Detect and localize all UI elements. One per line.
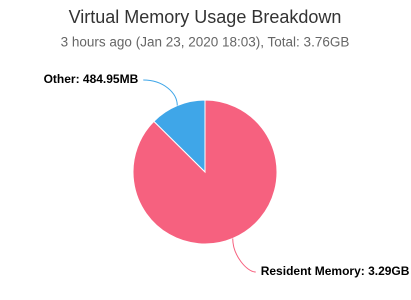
- pie-slice: [132, 99, 278, 245]
- connector: [143, 79, 178, 106]
- chart-subtitle: 3 hours ago (Jan 23, 2020 18:03), Total:…: [61, 35, 350, 50]
- chart-title: Virtual Memory Usage Breakdown: [69, 7, 342, 27]
- connector: [232, 238, 256, 273]
- data-label: Resident Memory: 3.29GB: [261, 264, 410, 278]
- pie-slice: [153, 99, 206, 174]
- data-label: Other: 484.95MB: [44, 72, 139, 86]
